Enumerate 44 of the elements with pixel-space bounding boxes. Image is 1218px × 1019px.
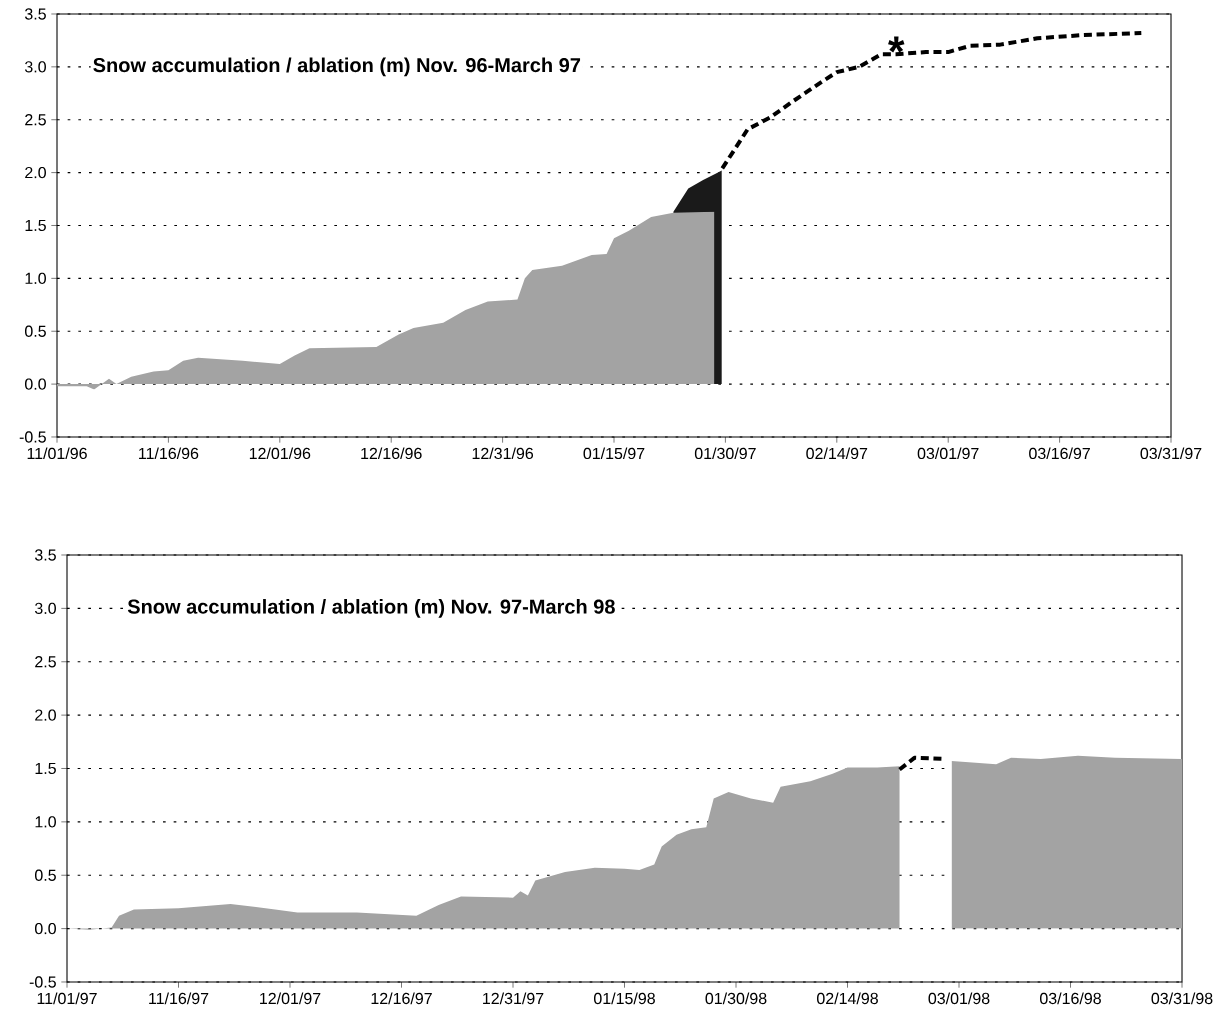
x-tick-label: 03/01/98 bbox=[928, 992, 990, 1005]
y-tick-label: 2.0 bbox=[35, 709, 56, 721]
x-tick-label: 11/01/96 bbox=[27, 447, 87, 460]
x-tick-label: 01/15/98 bbox=[593, 992, 655, 1005]
y-tick-label: 0.0 bbox=[34, 922, 56, 935]
x-tick-label: 02/14/98 bbox=[816, 992, 878, 1005]
y-tick-label: 1.0 bbox=[35, 816, 56, 828]
y-tick-label: 0.5 bbox=[34, 869, 56, 881]
y-tick-label: 2.5 bbox=[35, 656, 56, 668]
y-tick-label: 3.5 bbox=[24, 8, 46, 20]
x-tick-label: 01/15/97 bbox=[583, 447, 645, 460]
y-tick-label: 1.5 bbox=[25, 219, 46, 232]
x-tick-label: 02/14/97 bbox=[806, 447, 868, 460]
text: Snow accumulation / ablation (m) Nov. 96-March 97 bbox=[93, 57, 581, 77]
text: Snow accumulation / ablation (m) Nov. 97-March 98 bbox=[127, 599, 615, 618]
x-tick-label: 12/01/96 bbox=[249, 447, 311, 460]
x-tick-label: 11/16/97 bbox=[149, 992, 209, 1005]
x-tick-label: 03/16/97 bbox=[1029, 447, 1090, 460]
x-tick-label: 12/16/96 bbox=[361, 447, 422, 460]
line-series bbox=[720, 31, 1144, 171]
annotation: * bbox=[888, 36, 905, 53]
y-tick-label: 0.0 bbox=[24, 378, 46, 390]
y-tick-label: 0.5 bbox=[24, 325, 46, 337]
y-tick-label: 3.0 bbox=[24, 61, 46, 73]
x-tick-label: 03/01/97 bbox=[917, 447, 979, 460]
y-tick-label: -0.5 bbox=[29, 976, 56, 988]
x-tick-label: 12/16/97 bbox=[371, 992, 432, 1005]
y-tick-label: -0.5 bbox=[19, 431, 46, 443]
x-tick-label: 03/31/97 bbox=[1140, 447, 1202, 460]
x-tick-label: 01/30/98 bbox=[705, 992, 767, 1005]
y-tick-label: 1.5 bbox=[35, 762, 56, 775]
y-tick-label: 2.5 bbox=[25, 114, 46, 126]
y-tick-label: 3.5 bbox=[34, 549, 56, 561]
x-tick-label: 01/30/97 bbox=[694, 447, 756, 460]
x-tick-label: 03/31/98 bbox=[1151, 992, 1213, 1005]
y-tick-label: 1.0 bbox=[25, 272, 46, 285]
x-tick-label: 12/31/97 bbox=[483, 992, 544, 1005]
x-tick-label: 03/16/98 bbox=[1039, 992, 1101, 1005]
x-tick-label: 11/01/97 bbox=[37, 992, 97, 1005]
x-tick-label: 11/16/96 bbox=[139, 447, 199, 460]
y-tick-label: 2.0 bbox=[25, 166, 46, 179]
x-tick-label: 12/31/96 bbox=[472, 447, 534, 460]
x-tick-label: 12/01/97 bbox=[260, 992, 321, 1005]
y-tick-label: 3.0 bbox=[34, 602, 56, 615]
